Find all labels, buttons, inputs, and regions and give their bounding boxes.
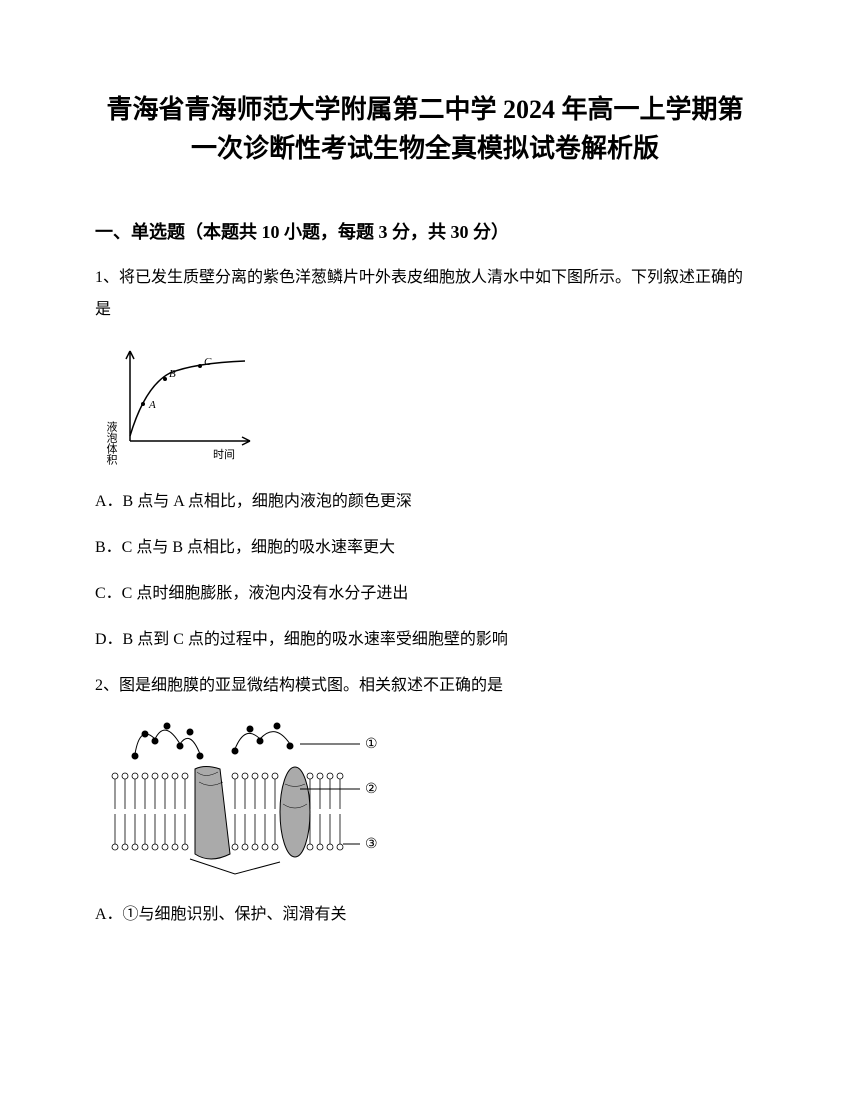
exam-title: 青海省青海师范大学附属第二中学 2024 年高一上学期第一次诊断性考试生物全真模…	[95, 90, 755, 168]
question-2-text: 2、图是细胞膜的亚显微结构模式图。相关叙述不正确的是	[95, 670, 755, 702]
svg-text:③: ③	[365, 837, 378, 852]
svg-text:时间: 时间	[213, 448, 235, 461]
q1-option-c: C．C 点时细胞膨胀，液泡内没有水分子进出	[95, 578, 755, 610]
q1-option-a: A．B 点与 A 点相比，细胞内液泡的颜色更深	[95, 486, 755, 518]
q1-chart: A B C 液泡体积 时间	[105, 341, 265, 471]
q2-option-a: A．①与细胞识别、保护、润滑有关	[95, 899, 755, 931]
svg-text:C: C	[204, 356, 212, 368]
svg-text:②: ②	[365, 782, 378, 797]
svg-text:B: B	[169, 368, 176, 380]
q1-option-d: D．B 点到 C 点的过程中，细胞的吸水速率受细胞壁的影响	[95, 624, 755, 656]
q1-option-b: B．C 点与 B 点相比，细胞的吸水速率更大	[95, 532, 755, 564]
q2-diagram: ① ② ③	[105, 714, 405, 884]
svg-text:①: ①	[365, 737, 378, 752]
section-header: 一、单选题（本题共 10 小题，每题 3 分，共 30 分）	[95, 218, 755, 244]
question-1-text: 1、将已发生质壁分离的紫色洋葱鳞片叶外表皮细胞放人清水中如下图所示。下列叙述正确…	[95, 262, 755, 326]
svg-text:A: A	[148, 399, 156, 411]
svg-text:液泡体积: 液泡体积	[105, 420, 118, 466]
